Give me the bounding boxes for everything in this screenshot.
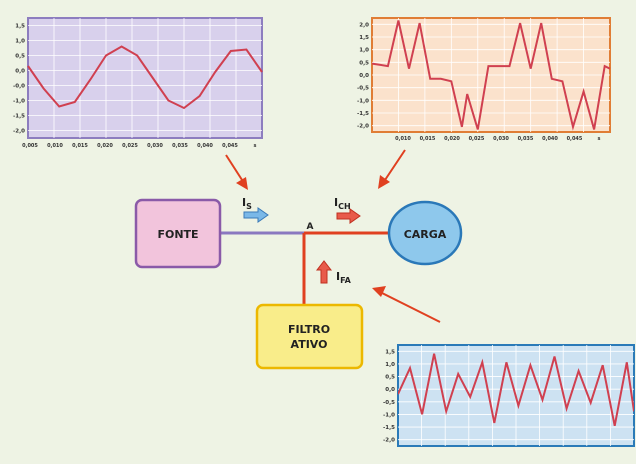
x-tick-label: s: [598, 136, 601, 142]
pointer-arrowhead-filter: [372, 286, 386, 297]
load-current-arrow: [336, 208, 361, 224]
y-tick-label: -1,0: [357, 98, 369, 104]
x-tick-label: s: [254, 143, 257, 149]
y-tick-label: 0,0: [15, 69, 25, 75]
load-current-waveform-chart: 2,0 1,5 1,0 0,5 0,0 -0,5 -1,0 -1,5 -2,0 0,010 0,0…: [357, 17, 611, 142]
y-tick-label: 1,0: [385, 362, 395, 368]
filter-current-label: IFA: [336, 270, 352, 285]
load-current-label: ICH: [334, 196, 351, 211]
y-tick-label: 1,0: [15, 39, 25, 45]
x-tick-label: 0,035: [172, 143, 188, 149]
x-tick-label: 0,010: [47, 143, 63, 149]
filter-current-arrow: [315, 260, 333, 284]
source-current-label: IS: [242, 196, 252, 211]
load-current-series-line: [371, 20, 611, 131]
x-tick-label: 0,030: [493, 136, 509, 142]
pointer-arrow-filter: [379, 291, 441, 323]
active-filter-block: [255, 303, 364, 370]
x-tick-label: 0,015: [72, 143, 88, 149]
y-tick-label: -2,0: [383, 438, 395, 444]
source-label: FONTE: [157, 228, 198, 241]
source-current-series-line: [27, 45, 263, 110]
y-tick-label: -2,0: [13, 129, 25, 135]
source-block: [134, 198, 222, 269]
y-tick-label: 1,5: [385, 349, 395, 355]
y-tick-label: 1,0: [359, 48, 369, 54]
y-tick-label: -1,0: [13, 99, 25, 105]
y-tick-label: -0,5: [383, 400, 395, 406]
x-tick-label: 0,015: [420, 136, 436, 142]
x-tick-label: 0,020: [444, 136, 460, 142]
x-tick-label: 0,040: [542, 136, 558, 142]
pointer-arrowhead-source: [236, 177, 248, 190]
x-tick-label: 0,010: [395, 136, 411, 142]
x-tick-label: 0,030: [147, 143, 163, 149]
x-tick-label: 0,045: [567, 136, 583, 142]
y-tick-label: 0,5: [385, 375, 395, 381]
y-tick-label: -1,5: [383, 425, 395, 431]
y-tick-label: 0,5: [359, 60, 369, 66]
y-tick-label: -1,5: [357, 111, 369, 117]
x-tick-label: 0,035: [518, 136, 534, 142]
y-tick-label: 0,0: [385, 387, 395, 393]
y-tick-label: -2,0: [357, 124, 369, 130]
y-tick-label: 0,5: [15, 54, 25, 60]
x-tick-label: 0,025: [122, 143, 138, 149]
x-tick-label: 0,045: [222, 143, 238, 149]
source-current-arrow: [243, 207, 269, 223]
y-tick-label: 1,5: [359, 35, 369, 41]
pointer-arrow-source: [225, 154, 245, 184]
y-tick-label: -1,0: [383, 412, 395, 418]
x-tick-label: 0,005: [22, 143, 38, 149]
filter-label-line1: FILTRO: [288, 323, 330, 336]
chart-pointer-arrows: [225, 149, 441, 323]
pointer-arrowhead-load: [378, 175, 390, 189]
source-current-waveform-chart: 1,5 1,0 0,5 0,0 -0,0 -1,0 -1,5 -2,0 0,005 0,010 0…: [13, 17, 263, 149]
x-tick-label: 0,025: [469, 136, 485, 142]
y-tick-label: 0,0: [359, 73, 369, 79]
y-tick-label: 2,0: [359, 22, 369, 28]
chart-background: [27, 17, 263, 139]
load-label: CARGA: [404, 228, 447, 241]
filter-current-waveform-chart: 1,5 1,0 0,5 0,0 -0,5 -1,0 -1,5 -2,0: [383, 344, 635, 447]
load-block: [387, 200, 463, 266]
filter-current-series-line: [398, 353, 634, 426]
pointer-arrow-load: [384, 149, 406, 181]
y-tick-label: 1,5: [15, 24, 25, 30]
node-label: A: [307, 222, 314, 232]
y-tick-label: -1,5: [13, 114, 25, 120]
y-tick-label: -0,5: [357, 86, 369, 92]
y-tick-label: -0,0: [13, 84, 25, 90]
x-tick-label: 0,020: [97, 143, 113, 149]
filter-label-line2: ATIVO: [291, 338, 328, 351]
x-tick-label: 0,040: [197, 143, 213, 149]
